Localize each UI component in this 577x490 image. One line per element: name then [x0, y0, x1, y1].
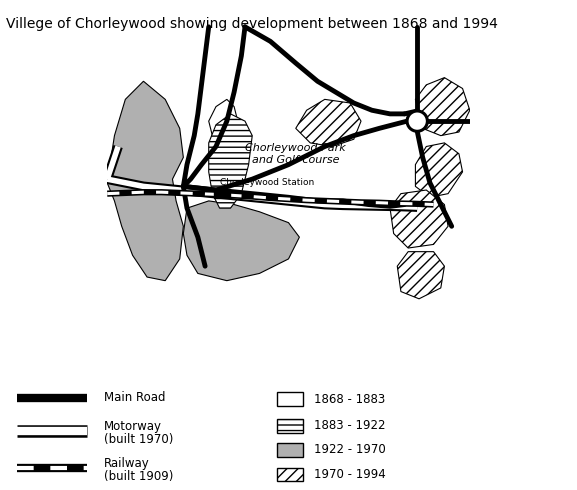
- Bar: [277, 392, 303, 406]
- Text: Main Road: Main Road: [104, 391, 166, 404]
- Text: 1883 - 1922: 1883 - 1922: [314, 419, 386, 433]
- Polygon shape: [398, 252, 444, 299]
- Text: Chorleywood Park
and Golf course: Chorleywood Park and Golf course: [245, 143, 346, 165]
- Bar: [277, 467, 303, 481]
- Bar: [277, 419, 303, 433]
- Polygon shape: [209, 99, 238, 143]
- Bar: [277, 443, 303, 457]
- Text: 1922 - 1970: 1922 - 1970: [314, 443, 386, 456]
- Text: (built 1909): (built 1909): [104, 469, 173, 483]
- Text: Motorway: Motorway: [104, 420, 162, 433]
- Text: 1970 - 1994: 1970 - 1994: [314, 468, 386, 481]
- Text: Chorleywood Station: Chorleywood Station: [220, 178, 314, 187]
- Text: 1868 - 1883: 1868 - 1883: [314, 392, 385, 406]
- Polygon shape: [107, 81, 183, 281]
- Text: Villege of Chorleywood showing development between 1868 and 1994: Villege of Chorleywood showing developme…: [6, 17, 497, 31]
- Polygon shape: [296, 99, 361, 147]
- Text: Railway: Railway: [104, 457, 149, 470]
- Bar: [214, 189, 230, 198]
- Polygon shape: [183, 201, 299, 281]
- Circle shape: [407, 111, 428, 131]
- Polygon shape: [209, 114, 252, 208]
- Polygon shape: [415, 143, 463, 197]
- Text: (built 1970): (built 1970): [104, 433, 173, 446]
- Polygon shape: [415, 77, 470, 136]
- Polygon shape: [390, 190, 448, 248]
